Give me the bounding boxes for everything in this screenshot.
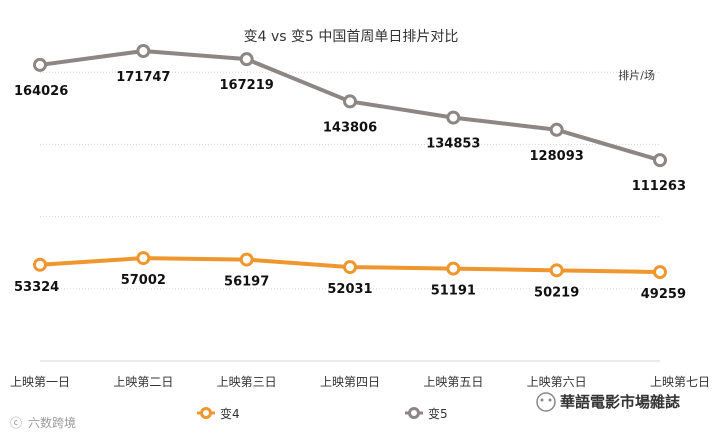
x-axis-ticks: 上映第一日 上映第二日 上映第三日 上映第四日 上映第五日 上映第六日 上映第七日	[10, 375, 710, 389]
data-label: 50219	[534, 285, 579, 300]
legend-label: 变5	[428, 406, 448, 421]
data-point[interactable]	[239, 252, 254, 267]
watermark-left: ⓒ 六数跨境	[10, 415, 76, 430]
watermark-right: 華語電影市場雜誌	[536, 392, 680, 412]
data-point[interactable]	[549, 122, 564, 137]
data-point[interactable]	[549, 263, 564, 278]
x-tick-label: 上映第一日	[10, 375, 70, 389]
chart-title: 变4 vs 变5 中国首周单日排片对比	[244, 29, 459, 45]
legend-item[interactable]: 变4	[197, 406, 240, 421]
x-tick-label: 上映第三日	[217, 375, 277, 389]
data-label: 128093	[530, 149, 584, 164]
data-point[interactable]	[343, 260, 357, 275]
data-labels: 53324 57002 56197 52031 51191 50219 49259 16402…	[14, 70, 686, 302]
data-label: 143806	[323, 120, 377, 135]
data-label: 171747	[116, 70, 170, 85]
data-label: 111263	[632, 179, 686, 194]
data-point[interactable]	[446, 261, 461, 276]
wechat-icon	[536, 392, 556, 412]
data-label: 167219	[220, 78, 274, 93]
y-axis-unit-label: 排片/场	[618, 68, 655, 82]
watermark-right-text: 華語電影市場雜誌	[560, 393, 680, 411]
data-label: 56197	[224, 275, 269, 290]
data-label: 134853	[426, 137, 480, 152]
data-point[interactable]	[136, 251, 151, 266]
data-label: 53324	[14, 280, 59, 295]
data-points	[33, 43, 667, 280]
data-label: 57002	[121, 273, 166, 288]
x-tick-label: 上映第二日	[113, 375, 173, 389]
data-point[interactable]	[653, 265, 667, 280]
data-point[interactable]	[653, 153, 667, 168]
data-label: 49259	[641, 287, 686, 302]
data-point[interactable]	[343, 94, 357, 109]
gridlines	[40, 71, 660, 362]
x-tick-label: 上映第四日	[320, 375, 380, 389]
data-label: 52031	[327, 282, 372, 297]
legend-item[interactable]: 变5	[405, 406, 448, 421]
data-point[interactable]	[446, 110, 461, 125]
watermark-icon: ⓒ	[10, 416, 22, 430]
legend-label: 变4	[220, 406, 240, 421]
data-label: 164026	[14, 84, 68, 99]
data-point[interactable]	[33, 57, 47, 72]
legend-marker-icon	[200, 407, 212, 419]
watermark-left-text: 六数跨境	[28, 415, 76, 430]
data-point[interactable]	[136, 43, 151, 58]
data-point[interactable]	[239, 52, 254, 67]
legend-marker-icon	[408, 407, 420, 419]
data-point[interactable]	[33, 257, 47, 272]
legend[interactable]: 变4 变5	[197, 406, 448, 421]
data-label: 51191	[431, 284, 476, 299]
x-tick-label: 上映第六日	[527, 375, 587, 389]
x-tick-label: 上映第七日	[650, 375, 710, 389]
x-tick-label: 上映第五日	[423, 375, 483, 389]
